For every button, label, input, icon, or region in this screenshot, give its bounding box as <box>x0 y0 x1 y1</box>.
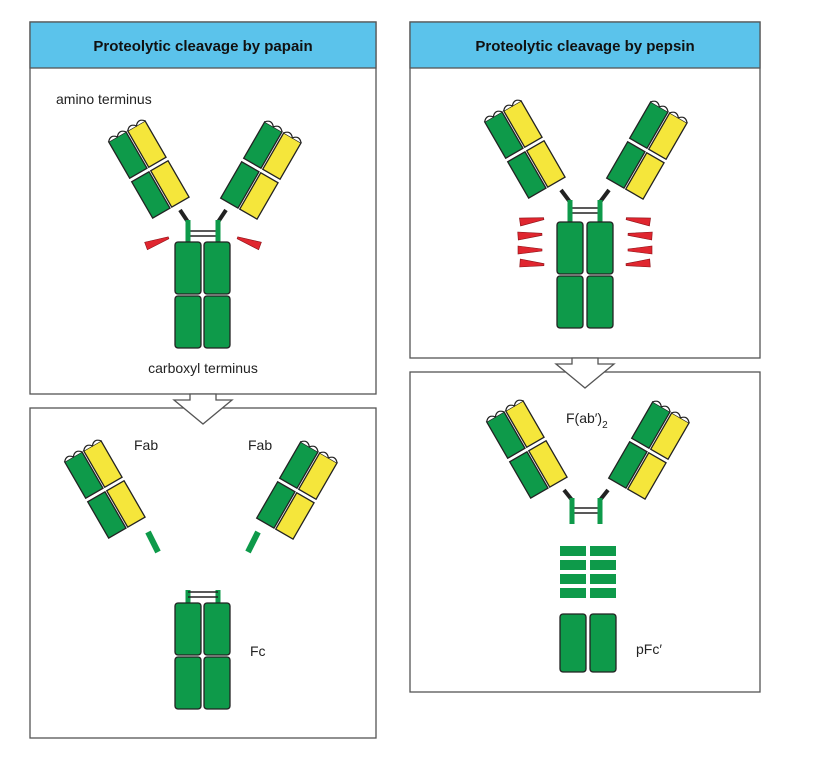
papain-header <box>29 21 377 69</box>
pepsin-panel: Proteolytic cleavage by pepsin <box>409 21 761 693</box>
carboxyl-terminus-label: carboxyl terminus <box>148 360 258 376</box>
pepsin-top-frame <box>409 21 761 359</box>
fab2-label: F(ab′)2 <box>566 410 608 431</box>
papain-intact-antibody <box>106 117 304 349</box>
fab-left-label: Fab <box>134 437 158 453</box>
papain-panel: Proteolytic cleavage by papain amino ter… <box>29 21 377 739</box>
papain-fc-fragment <box>174 590 231 710</box>
papain-fab-left <box>62 437 161 554</box>
amino-terminus-label: amino terminus <box>56 91 152 107</box>
fab-right-label: Fab <box>248 437 272 453</box>
pepsin-fab2-fragment <box>484 397 692 524</box>
pfc-label: pFc′ <box>636 641 662 657</box>
pepsin-title: Proteolytic cleavage by pepsin <box>475 38 694 55</box>
pepsin-header <box>409 21 761 69</box>
pepsin-pfc-fragment <box>559 546 617 673</box>
fc-label: Fc <box>250 643 266 659</box>
pepsin-intact-antibody <box>482 97 690 329</box>
papain-fab-right <box>245 438 340 554</box>
papain-top-frame <box>29 21 377 395</box>
papain-title: Proteolytic cleavage by papain <box>93 38 312 55</box>
